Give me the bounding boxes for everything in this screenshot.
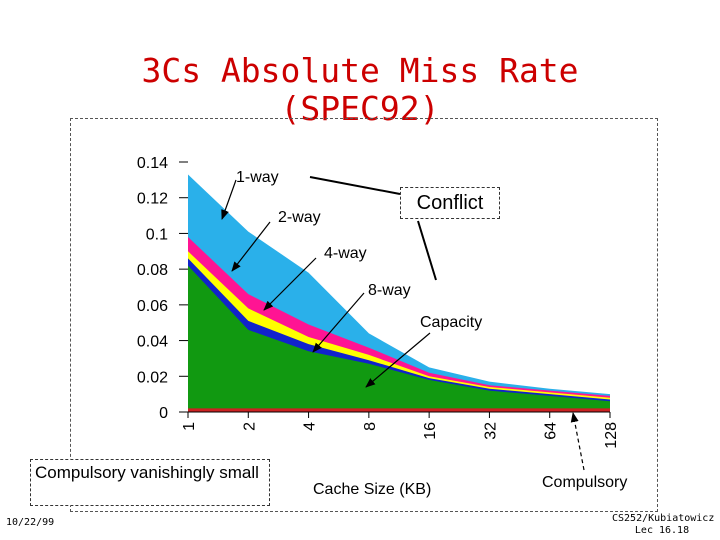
footer-course: CS252/Kubiatowicz: [612, 513, 715, 524]
x-tick-label: 128: [603, 422, 620, 449]
x-tick-label: 64: [543, 422, 560, 440]
conflict-leader-2: [417, 220, 437, 281]
chart-frame: [70, 118, 658, 512]
y-tick-label: 0: [159, 405, 168, 422]
conflict-box: Conflict: [400, 187, 500, 219]
compulsory-note-box: Compulsory vanishingly small: [30, 459, 270, 506]
x-tick-label: 1: [181, 422, 198, 431]
arrow-compulsory: [570, 412, 585, 471]
footer-lecture: Lec 16.18: [634, 525, 690, 536]
x-tick-label: 16: [422, 422, 439, 440]
y-tick-label: 0.06: [137, 298, 168, 315]
arrow-8-way: [312, 292, 365, 353]
x-tick-label: 4: [302, 422, 319, 431]
x-tick-label: 32: [482, 422, 499, 440]
label-8-way: 8-way: [368, 282, 411, 299]
area-capacity: [188, 265, 610, 412]
footer-course-info: CS252/Kubiatowicz Lec 16.18: [612, 513, 715, 537]
y-tick-label: 0.12: [137, 191, 168, 208]
arrow-1-way: [221, 179, 237, 220]
title-line-1: 3Cs Absolute Miss Rate: [141, 51, 579, 90]
arrow-capacity: [365, 332, 431, 388]
arrow-4-way: [263, 257, 317, 311]
y-tick-label: 0.1: [146, 226, 168, 243]
label-2-way: 2-way: [278, 209, 321, 226]
x-tick-label: 2: [241, 422, 258, 431]
label-1-way: 1-way: [236, 169, 279, 186]
area-compulsory: [188, 408, 610, 412]
x-tick-label: 8: [362, 422, 379, 431]
y-tick-label: 0.04: [137, 334, 168, 351]
title-line-2: (SPEC92): [280, 89, 440, 128]
label-compulsory: Compulsory: [542, 474, 627, 491]
slide-title: 3Cs Absolute Miss Rate (SPEC92): [100, 52, 620, 128]
y-tick-label: 0.02: [137, 369, 168, 386]
x-axis-label: Cache Size (KB): [313, 481, 431, 498]
label-4-way: 4-way: [324, 245, 367, 262]
footer-date: 10/22/99: [6, 517, 55, 528]
compulsory-note: Compulsory vanishingly small: [35, 463, 259, 482]
arrow-2-way: [231, 221, 271, 272]
y-tick-label: 0.08: [137, 262, 168, 279]
y-tick-label: 0.14: [137, 155, 168, 172]
conflict-leader-1: [309, 176, 401, 195]
conflict-label: Conflict: [416, 192, 484, 214]
label-capacity: Capacity: [420, 314, 482, 331]
